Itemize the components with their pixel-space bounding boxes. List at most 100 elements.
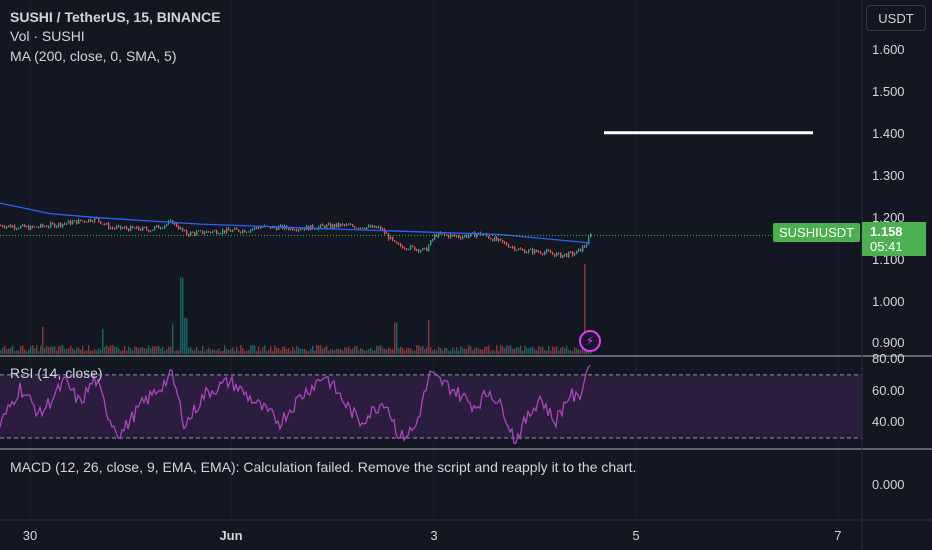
volume-bar [372,350,374,354]
candle-body [218,233,220,235]
volume-bar [378,346,380,354]
volume-bar [572,351,574,354]
volume-bar [270,346,272,354]
candle-body [126,227,128,229]
candle-body [584,246,586,247]
volume-bar [200,350,202,354]
lightning-icon[interactable]: ⚡ [579,330,601,352]
volume-bar [24,349,26,354]
volume-bar [456,347,458,354]
candle-body [424,247,426,249]
volume-bar [10,347,12,354]
candle-body [588,237,590,245]
candle-body [290,227,292,230]
volume-bar [346,347,348,354]
volume-bar [6,349,8,354]
volume-bar [280,350,282,354]
volume-bar [92,350,94,354]
candle-body [288,228,290,230]
candle-body [142,227,144,231]
volume-bar [410,348,412,354]
candle-body [64,223,66,225]
candle-body [166,224,168,226]
volume-bar [42,327,44,354]
volume-bar [370,347,372,354]
volume-bar [194,349,196,354]
candle-body [292,227,294,231]
volume-bar [44,348,46,354]
candle-body [116,226,118,229]
currency-button[interactable]: USDT [866,5,926,31]
volume-bar [298,347,300,354]
candle-body [440,232,442,235]
candle-body [254,227,256,229]
volume-bar [396,322,398,354]
volume-bar [554,347,556,354]
volume-bar [170,346,172,354]
candle-body [580,248,582,252]
candle-body [550,251,552,254]
volume-bar [288,348,290,354]
candle-body [112,227,114,229]
candle-body [252,228,254,230]
candle-body [300,229,302,231]
candle-body [6,226,8,228]
candle-body [476,234,478,238]
candle-body [234,228,236,231]
candle-body [214,230,216,232]
candle-body [150,230,152,232]
candle-body [554,253,556,257]
rsi-legend[interactable]: RSI (14, close) [10,365,103,381]
candle-body [256,227,258,229]
candle-body [136,226,138,229]
candle-body [430,240,432,246]
candle-body [526,252,528,254]
candle-body [356,227,358,229]
volume-bar [534,349,536,354]
candle-body [392,236,394,241]
volume-bar [312,345,314,354]
volume-bar [46,345,48,354]
candle-body [380,226,382,229]
candle-body [410,245,412,250]
candle-body [14,226,16,229]
candle-body [534,249,536,254]
candle-body [312,225,314,229]
candle-body [174,222,176,225]
volume-bar [112,345,114,354]
volume-bar [560,347,562,354]
volume-bar [484,347,486,354]
volume-bar [274,345,276,354]
volume-bar [248,350,250,354]
volume-bar [286,349,288,354]
candle-body [544,252,546,255]
candle-body [68,220,70,224]
candle-body [468,235,470,238]
candle-body [98,218,100,222]
symbol-title[interactable]: SUSHI / TetherUS, 15, BINANCE [10,9,221,25]
ma-legend[interactable]: MA (200, close, 0, SMA, 5) [10,48,177,64]
volume-bar [272,351,274,354]
volume-bar [318,345,320,354]
candle-body [454,235,456,237]
candle-body [452,234,454,236]
candle-body [240,231,242,233]
volume-bar [398,348,400,354]
volume-bar [260,350,262,354]
candle-body [258,228,260,229]
volume-bar [230,349,232,354]
volume-bar [406,348,408,354]
candle-body [344,224,346,226]
volume-bar [322,348,324,354]
candle-body [536,249,538,252]
volume-bar [316,345,318,354]
candle-body [444,233,446,235]
volume-bar [116,346,118,354]
volume-legend[interactable]: Vol · SUSHI [10,28,85,44]
volume-bar [232,347,234,354]
candle-body [170,220,172,222]
volume-bar [556,346,558,354]
volume-bar [256,351,258,354]
volume-bar [518,347,520,354]
